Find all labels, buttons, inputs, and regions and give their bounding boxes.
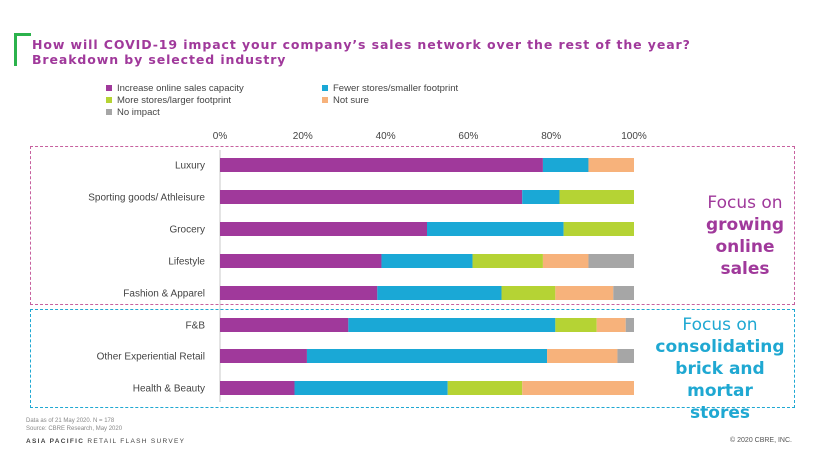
- legend-label: More stores/larger footprint: [117, 94, 232, 106]
- bar-segment: [588, 158, 634, 172]
- bar-segment: [220, 254, 382, 268]
- bar-segment: [542, 254, 589, 268]
- x-tick-label: 80%: [541, 131, 561, 142]
- legend-label: No impact: [117, 106, 160, 118]
- online-focus-line3: online sales: [715, 237, 775, 279]
- x-tick-label: 0%: [213, 131, 228, 142]
- title-bracket-accent: [14, 33, 31, 66]
- bar-segment: [472, 254, 543, 268]
- online-focus-box: [30, 146, 795, 305]
- bar-segment: [306, 349, 548, 363]
- brand-region: ASIA PACIFIC: [26, 438, 85, 445]
- bar-segment: [522, 381, 634, 395]
- brand-survey-name: RETAIL FLASH SURVEY: [84, 438, 186, 445]
- legend-item: Fewer stores/smaller footprint: [322, 82, 532, 94]
- category-label: Lifestyle: [168, 257, 205, 268]
- bar-segment: [547, 349, 618, 363]
- bar-segment: [220, 158, 543, 172]
- bar-segment: [563, 222, 634, 236]
- bar-segment: [555, 286, 614, 300]
- bar-segment: [427, 222, 564, 236]
- brick-focus-box: [30, 309, 795, 408]
- brick-focus-line4: stores: [690, 403, 750, 423]
- bar-segment: [294, 381, 448, 395]
- category-label: Sporting goods/ Athleisure: [88, 193, 205, 204]
- legend-swatch: [106, 85, 112, 91]
- bar-segment: [588, 254, 634, 268]
- brick-focus-line2: consolidating: [655, 337, 785, 357]
- legend-swatch: [322, 85, 328, 91]
- bar-segment: [555, 318, 597, 332]
- bar-segment: [220, 222, 427, 236]
- online-focus-line1: Focus on: [707, 193, 783, 213]
- footnote: Data as of 21 May 2020. N = 178 Source: …: [26, 417, 122, 433]
- bar-segment: [617, 349, 634, 363]
- brick-focus-line1: Focus on: [682, 315, 758, 335]
- legend-item: Not sure: [322, 94, 532, 106]
- x-tick-label: 40%: [376, 131, 396, 142]
- bar-segment: [377, 286, 502, 300]
- legend: Increase online sales capacity Fewer stor…: [106, 82, 546, 118]
- category-label: Luxury: [175, 161, 205, 172]
- legend-label: Fewer stores/smaller footprint: [333, 82, 459, 94]
- copyright: © 2020 CBRE, INC.: [730, 437, 792, 444]
- legend-item: No impact: [106, 106, 322, 118]
- bar-segment: [613, 286, 634, 300]
- footnote-data-date: Data as of 21 May 2020. N = 178: [26, 418, 115, 424]
- category-label: Fashion & Apparel: [123, 289, 205, 300]
- legend-label: Increase online sales capacity: [117, 82, 244, 94]
- legend-swatch: [322, 97, 328, 103]
- bar-segment: [220, 318, 349, 332]
- bar-segment: [625, 318, 634, 332]
- bar-segment: [522, 190, 560, 204]
- online-focus-line2: growing: [705, 215, 785, 235]
- category-label: Grocery: [169, 225, 205, 236]
- survey-brand: ASIA PACIFIC RETAIL FLASH SURVEY: [26, 438, 185, 445]
- chart-title-line1: How will COVID-19 impact your company’s …: [32, 37, 691, 52]
- bar-segment: [220, 381, 295, 395]
- bar-segment: [220, 349, 307, 363]
- bar-segment: [542, 158, 589, 172]
- chart-subtitle: Breakdown by selected industry: [32, 52, 287, 67]
- legend-item: More stores/larger footprint: [106, 94, 322, 106]
- bar-segment: [220, 286, 378, 300]
- legend-swatch: [106, 97, 112, 103]
- chart-title: How will COVID-19 impact your company’s …: [32, 37, 792, 67]
- x-tick-label: 60%: [458, 131, 478, 142]
- brick-focus-line3: brick and mortar: [675, 359, 765, 401]
- legend-label: Not sure: [333, 94, 369, 106]
- bar-segment: [381, 254, 473, 268]
- bar-segment: [501, 286, 556, 300]
- online-focus-label: Focus on growing online sales: [690, 192, 800, 280]
- brick-focus-label: Focus on consolidating brick and mortar …: [640, 314, 800, 424]
- bar-segment: [447, 381, 523, 395]
- legend-item: Increase online sales capacity: [106, 82, 322, 94]
- footnote-source: Source: CBRE Research, May 2020: [26, 426, 123, 432]
- x-tick-label: 20%: [293, 131, 313, 142]
- bar-segment: [559, 190, 634, 204]
- category-label: F&B: [186, 321, 206, 332]
- category-label: Other Experiential Retail: [97, 352, 205, 363]
- bar-segment: [348, 318, 556, 332]
- x-tick-label: 100%: [621, 131, 647, 142]
- bar-segment: [596, 318, 626, 332]
- legend-swatch: [106, 109, 112, 115]
- bar-segment: [220, 190, 523, 204]
- category-label: Health & Beauty: [133, 384, 205, 395]
